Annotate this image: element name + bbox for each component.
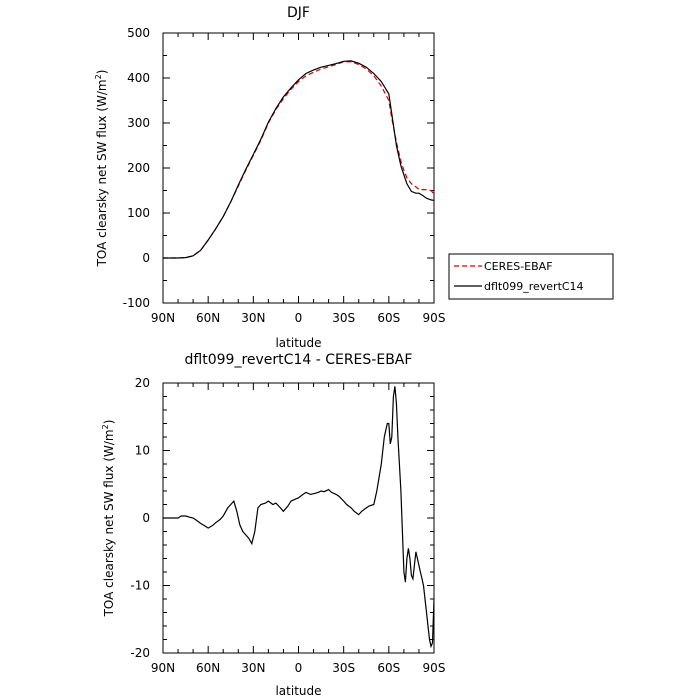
legend-label-ceres-ebaf: CERES-EBAF (484, 260, 553, 273)
bottom-x-tick-label: 90S (423, 661, 446, 675)
bottom-y-axis-label: TOA clearsky net SW flux (W/m2) (101, 420, 116, 618)
top-x-tick-label: 30N (241, 311, 265, 325)
top-y-tick-label: 0 (142, 251, 150, 265)
top-series-line-ceres-ebaf (163, 61, 434, 259)
top-y-tick-label: 200 (127, 161, 150, 175)
top-y-tick-label: -100 (123, 296, 150, 310)
bottom-x-axis-label: latitude (275, 684, 321, 698)
top-x-tick-label: 0 (295, 311, 303, 325)
bottom-x-tick-label: 30N (241, 661, 265, 675)
top-x-axis-label: latitude (275, 336, 321, 350)
top-x-tick-label: 90N (151, 311, 175, 325)
legend: CERES-EBAF dflt099_revertC14 (448, 253, 614, 300)
bottom-chart-title: dflt099_revertC14 - CERES-EBAF (185, 352, 413, 368)
bottom-y-tick-label: 20 (135, 376, 150, 390)
bottom-y-tick-label: 0 (142, 511, 150, 525)
bottom-series-line-difference (163, 386, 434, 649)
top-y-axis-label: TOA clearsky net SW flux (W/m2) (94, 70, 109, 268)
top-x-tick-label: 90S (423, 311, 446, 325)
top-y-tick-label: 500 (127, 26, 150, 40)
top-y-tick-label: 400 (127, 71, 150, 85)
bottom-x-tick-label: 30S (332, 661, 355, 675)
bottom-x-tick-label: 60S (377, 661, 400, 675)
top-x-tick-label: 60S (377, 311, 400, 325)
top-y-tick-label: 300 (127, 116, 150, 130)
top-y-tick-label: 100 (127, 206, 150, 220)
bottom-x-tick-label: 90N (151, 661, 175, 675)
bottom-y-tick-label: 10 (135, 444, 150, 458)
bottom-y-tick-label: -20 (130, 646, 150, 660)
bottom-x-tick-label: 60N (196, 661, 220, 675)
bottom-plot-frame (162, 382, 435, 654)
bottom-x-tick-label: 0 (295, 661, 303, 675)
top-x-tick-label: 60N (196, 311, 220, 325)
top-chart-title: DJF (287, 5, 310, 21)
top-x-tick-label: 30S (332, 311, 355, 325)
legend-box (448, 253, 614, 300)
top-series-line-dflt099-revertc14 (163, 60, 434, 259)
bottom-y-tick-label: -10 (130, 579, 150, 593)
top-plot-frame (162, 32, 435, 304)
legend-label-dflt099-revertc14: dflt099_revertC14 (484, 280, 584, 293)
